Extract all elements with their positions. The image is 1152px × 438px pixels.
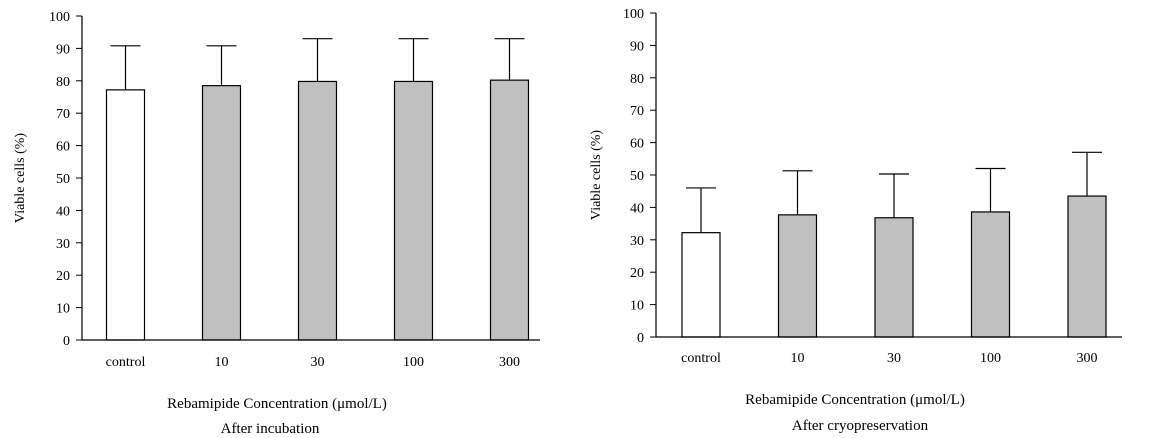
y-tick-label: 0 <box>63 334 70 349</box>
y-tick-label: 50 <box>56 172 70 187</box>
bar-30 <box>874 217 914 338</box>
x-tick-label: control <box>681 351 721 366</box>
y-tick-label: 50 <box>630 169 644 184</box>
x-tick-label: control <box>106 355 146 370</box>
y-tick-label: 0 <box>637 331 644 346</box>
bar-10 <box>777 214 818 338</box>
y-tick-label: 100 <box>49 10 70 25</box>
bar-control <box>105 89 146 341</box>
bar-30 <box>297 80 338 341</box>
bar-control <box>681 232 721 338</box>
y-tick-label: 20 <box>630 266 644 281</box>
chart-caption: After incubation <box>221 421 320 437</box>
y-tick-label: 80 <box>56 75 70 90</box>
y-axis-label: Viable cells (%) <box>13 133 28 223</box>
y-tick-label: 100 <box>623 7 644 22</box>
x-axis-label: Rebamipide Concentration (μmol/L) <box>745 392 965 408</box>
chart-caption: After cryopreservation <box>792 418 929 434</box>
y-tick-label: 40 <box>630 201 644 216</box>
y-tick-label: 90 <box>630 39 644 54</box>
y-axis-label: Viable cells (%) <box>589 130 604 220</box>
y-tick-label: 40 <box>56 204 70 219</box>
x-tick-label: 300 <box>499 355 520 370</box>
y-tick-label: 70 <box>56 107 70 122</box>
y-tick-label: 80 <box>630 72 644 87</box>
x-tick-label: 10 <box>791 351 805 366</box>
y-tick-label: 10 <box>630 299 644 314</box>
x-tick-label: 300 <box>1077 351 1098 366</box>
y-tick-label: 60 <box>630 137 644 152</box>
bar-300 <box>1067 195 1107 338</box>
x-axis-label: Rebamipide Concentration (μmol/L) <box>167 396 387 412</box>
y-tick-label: 30 <box>56 237 70 252</box>
x-tick-label: 30 <box>887 351 901 366</box>
bar-100 <box>970 211 1011 338</box>
y-tick-label: 30 <box>630 234 644 249</box>
y-tick-label: 10 <box>56 302 70 317</box>
bar-300 <box>489 79 530 341</box>
y-tick-label: 70 <box>630 104 644 119</box>
x-tick-label: 100 <box>403 355 424 370</box>
bar-100 <box>393 80 434 341</box>
y-tick-label: 60 <box>56 140 70 155</box>
x-tick-label: 100 <box>980 351 1001 366</box>
y-tick-label: 20 <box>56 269 70 284</box>
bar-10 <box>201 85 242 341</box>
x-tick-label: 10 <box>215 355 229 370</box>
x-tick-label: 30 <box>311 355 325 370</box>
y-tick-label: 90 <box>56 42 70 57</box>
